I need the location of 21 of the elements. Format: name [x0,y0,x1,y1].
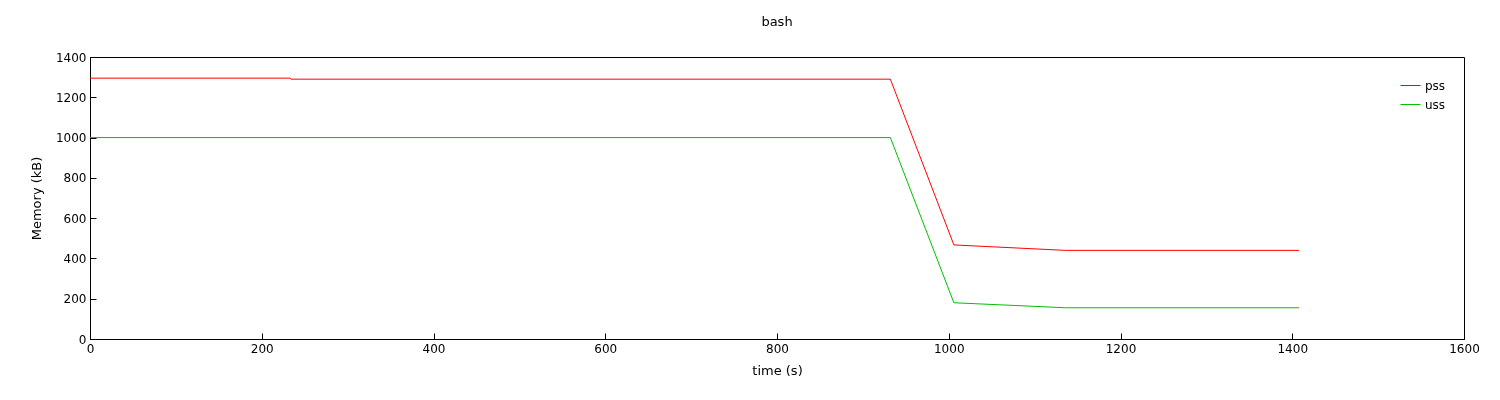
y-tick-label: 1200 [55,90,87,105]
y-tick-label: 600 [63,211,87,226]
x-tick-label: 1000 [933,341,965,356]
y-tick-label: 1400 [55,50,87,65]
y-tick-label: 400 [63,251,87,266]
x-tick-label: 200 [250,341,274,356]
y-tick-label: 800 [63,171,87,186]
legend-label: pss [1425,78,1446,93]
chart-title: bash [761,14,793,29]
y-tick-label: 200 [63,292,87,307]
x-axis-title: time (s) [752,362,803,378]
x-tick-label: 1600 [1449,341,1480,356]
x-tick-label: 400 [422,341,446,356]
legend-label: uss [1425,97,1446,112]
line-series [89,77,1300,251]
y-tick-label: 1000 [55,131,87,146]
x-tick-label: 1400 [1277,341,1309,356]
x-tick-label: 1200 [1105,341,1137,356]
y-axis-title: Memory (kB) [28,156,44,241]
x-tick-label: 600 [594,341,618,356]
x-tick-label: 800 [766,341,789,356]
